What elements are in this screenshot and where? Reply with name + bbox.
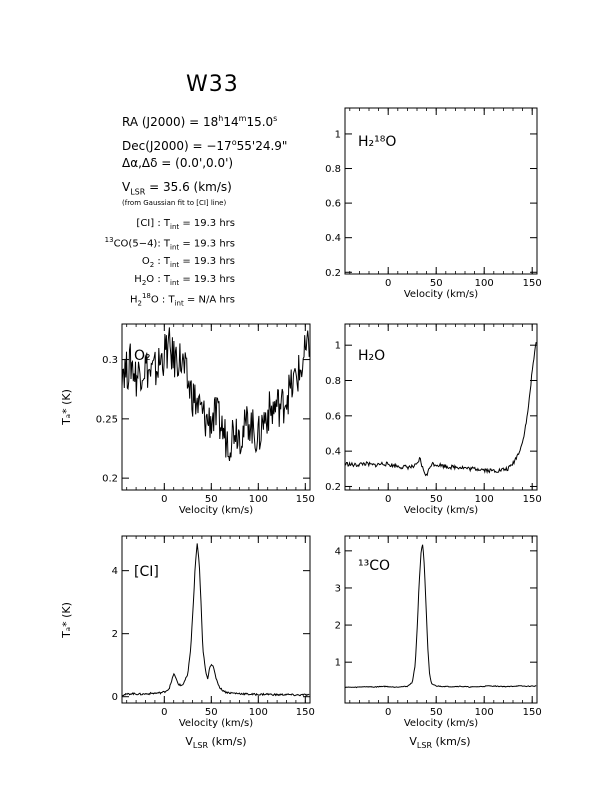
x-tick-label-h2-18o: 100 [475, 278, 494, 289]
panel-frame-13co [344, 535, 538, 704]
x-tick-label-13co: 0 [385, 707, 391, 718]
int-time-13co: 13CO(5−4): Tint = 19.3 hrs [104, 236, 235, 252]
panel-label-h2-18o: H₂¹⁸O [358, 134, 396, 150]
x-tick-label-h2-18o: 0 [385, 278, 391, 289]
x-axis-label-13co: Velocity (km/s) [404, 718, 478, 729]
y-tick-label-o2: 0.3 [102, 355, 118, 366]
spectrum-line-13co [344, 544, 537, 689]
x-tick-label-h2o: 100 [475, 494, 494, 505]
x-tick-label-13co: 100 [475, 707, 494, 718]
x-tick-label-ci: 50 [205, 707, 218, 718]
x-tick-label-ci: 100 [249, 707, 268, 718]
panel-label-h2o: H₂O [358, 348, 385, 364]
spectrum-line-ci [121, 543, 310, 697]
vlsr-axis-label-left: VLSR (km/s) [185, 735, 246, 750]
y-tick-label-h2-18o: 0.2 [325, 268, 341, 279]
vlsr-note: (from Gaussian fit to [CI] line) [122, 199, 227, 207]
y-tick-label-ci: 4 [112, 566, 118, 577]
y-tick-label-13co: 3 [335, 583, 341, 594]
y-tick-label-ci: 2 [112, 629, 118, 640]
panel-label-ci: [CI] [134, 564, 159, 580]
x-axis-label-h2o: Velocity (km/s) [404, 505, 478, 516]
x-axis-label-ci: Velocity (km/s) [179, 718, 253, 729]
panel-frame-ci [121, 535, 311, 704]
x-tick-label-13co: 50 [430, 707, 443, 718]
x-tick-label-h2-18o: 50 [430, 278, 443, 289]
y-tick-label-h2o: 0.2 [325, 482, 341, 493]
x-tick-label-h2o: 50 [430, 494, 443, 505]
spectrum-line-h2o [344, 341, 537, 477]
panel-frame-h2o [344, 323, 538, 491]
y-tick-label-o2: 0.25 [96, 414, 118, 425]
x-tick-label-h2o: 150 [523, 494, 542, 505]
x-tick-label-o2: 50 [205, 494, 218, 505]
y-tick-label-ci: 0 [112, 692, 118, 703]
source-title: W33 [186, 72, 239, 97]
offset-line: Δα,Δδ = (0.0',0.0') [122, 156, 234, 170]
y-tick-label-h2-18o: 1 [335, 129, 341, 140]
y-tick-label-h2o: 1 [335, 341, 341, 352]
dec-line: Dec(J2000) = −17o55'24.9" [122, 138, 288, 153]
y-axis-label-ci: Tₐ* (K) [60, 602, 73, 639]
panel-frame-h2-18o [344, 107, 538, 275]
y-tick-label-o2: 0.2 [102, 474, 118, 485]
spectrum-line-o2 [121, 327, 310, 461]
x-tick-label-o2: 0 [161, 494, 167, 505]
int-time-o2: O2 : Tint = 19.3 hrs [141, 256, 235, 269]
panel-label-o2: O₂ [134, 348, 151, 364]
y-tick-label-h2-18o: 0.8 [325, 164, 341, 175]
x-tick-label-ci: 150 [296, 707, 315, 718]
int-time-h218o: H218O : Tint = N/A hrs [129, 292, 235, 308]
panel-frame-o2 [121, 323, 311, 491]
x-tick-label-13co: 150 [523, 707, 542, 718]
vlsr-axis-label-right: VLSR (km/s) [409, 735, 470, 750]
x-tick-label-ci: 0 [161, 707, 167, 718]
y-tick-label-13co: 1 [335, 658, 341, 669]
y-tick-label-13co: 4 [335, 546, 341, 557]
x-tick-label-h2-18o: 150 [523, 278, 542, 289]
panel-label-13co: ¹³CO [358, 558, 390, 574]
y-tick-label-h2o: 0.4 [325, 447, 341, 458]
y-tick-label-h2o: 0.8 [325, 376, 341, 387]
y-axis-label-o2: Tₐ* (K) [60, 389, 73, 426]
x-tick-label-o2: 150 [296, 494, 315, 505]
int-time-h2o: H2O : Tint = 19.3 hrs [134, 274, 235, 287]
x-tick-label-o2: 100 [249, 494, 268, 505]
vlsr-line: VLSR = 35.6 (km/s) [122, 180, 232, 197]
y-tick-label-h2o: 0.6 [325, 411, 341, 422]
ra-line: RA (J2000) = 18h14m15.0s [122, 114, 278, 129]
y-tick-label-h2-18o: 0.4 [325, 233, 341, 244]
y-tick-label-13co: 2 [335, 621, 341, 632]
x-axis-label-h2-18o: Velocity (km/s) [404, 289, 478, 300]
x-axis-label-o2: Velocity (km/s) [179, 505, 253, 516]
x-tick-label-h2o: 0 [385, 494, 391, 505]
y-tick-label-h2-18o: 0.6 [325, 199, 341, 210]
int-time-ci: [CI] : Tint = 19.3 hrs [136, 218, 235, 231]
